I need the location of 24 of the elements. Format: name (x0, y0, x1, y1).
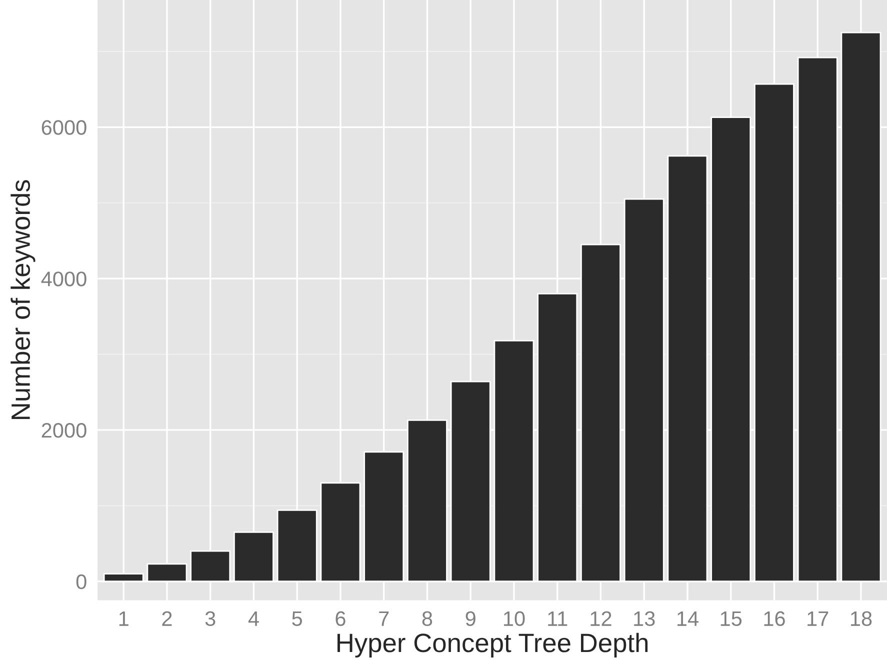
x-axis-title: Hyper Concept Tree Depth (338, 632, 648, 658)
x-tick-label: 7 (379, 611, 389, 626)
x-tick-label: 1 (119, 611, 128, 626)
y-tick-label: 6000 (42, 120, 86, 135)
x-tick-label: 11 (548, 611, 568, 626)
y-tick-label: 2000 (42, 422, 86, 438)
y-tick-label: 0 (76, 574, 86, 590)
x-tick-label: 2 (162, 611, 172, 626)
x-tick-label: 5 (292, 611, 302, 626)
x-tick-label: 3 (205, 611, 216, 626)
y-axis-title: Number of keywords (10, 180, 36, 419)
x-tick-label: 6 (336, 611, 346, 626)
x-tick-label: 13 (634, 611, 655, 626)
x-tick-label: 12 (590, 611, 612, 626)
x-tick-label: 9 (466, 611, 476, 626)
x-tick-label: 8 (422, 611, 432, 626)
x-tick-label: 17 (808, 611, 828, 626)
x-tick-label: 14 (677, 611, 698, 626)
y-tick-label: 4000 (41, 272, 86, 286)
x-tick-label: 10 (504, 611, 525, 626)
x-tick-label: 15 (720, 611, 742, 626)
x-tick-label: 4 (248, 611, 259, 626)
x-tick-label: 18 (850, 611, 872, 626)
x-tick-label: 16 (764, 611, 785, 626)
